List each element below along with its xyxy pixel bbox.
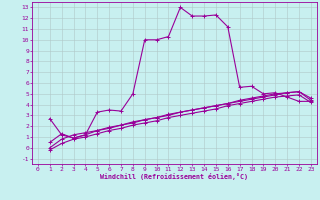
X-axis label: Windchill (Refroidissement éolien,°C): Windchill (Refroidissement éolien,°C) — [100, 173, 248, 180]
